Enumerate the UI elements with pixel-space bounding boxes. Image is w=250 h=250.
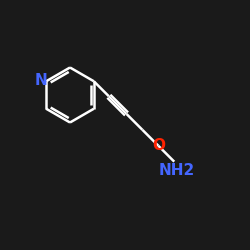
Text: NH2: NH2 (158, 163, 195, 178)
Text: O: O (152, 138, 166, 152)
Text: N: N (34, 73, 47, 88)
